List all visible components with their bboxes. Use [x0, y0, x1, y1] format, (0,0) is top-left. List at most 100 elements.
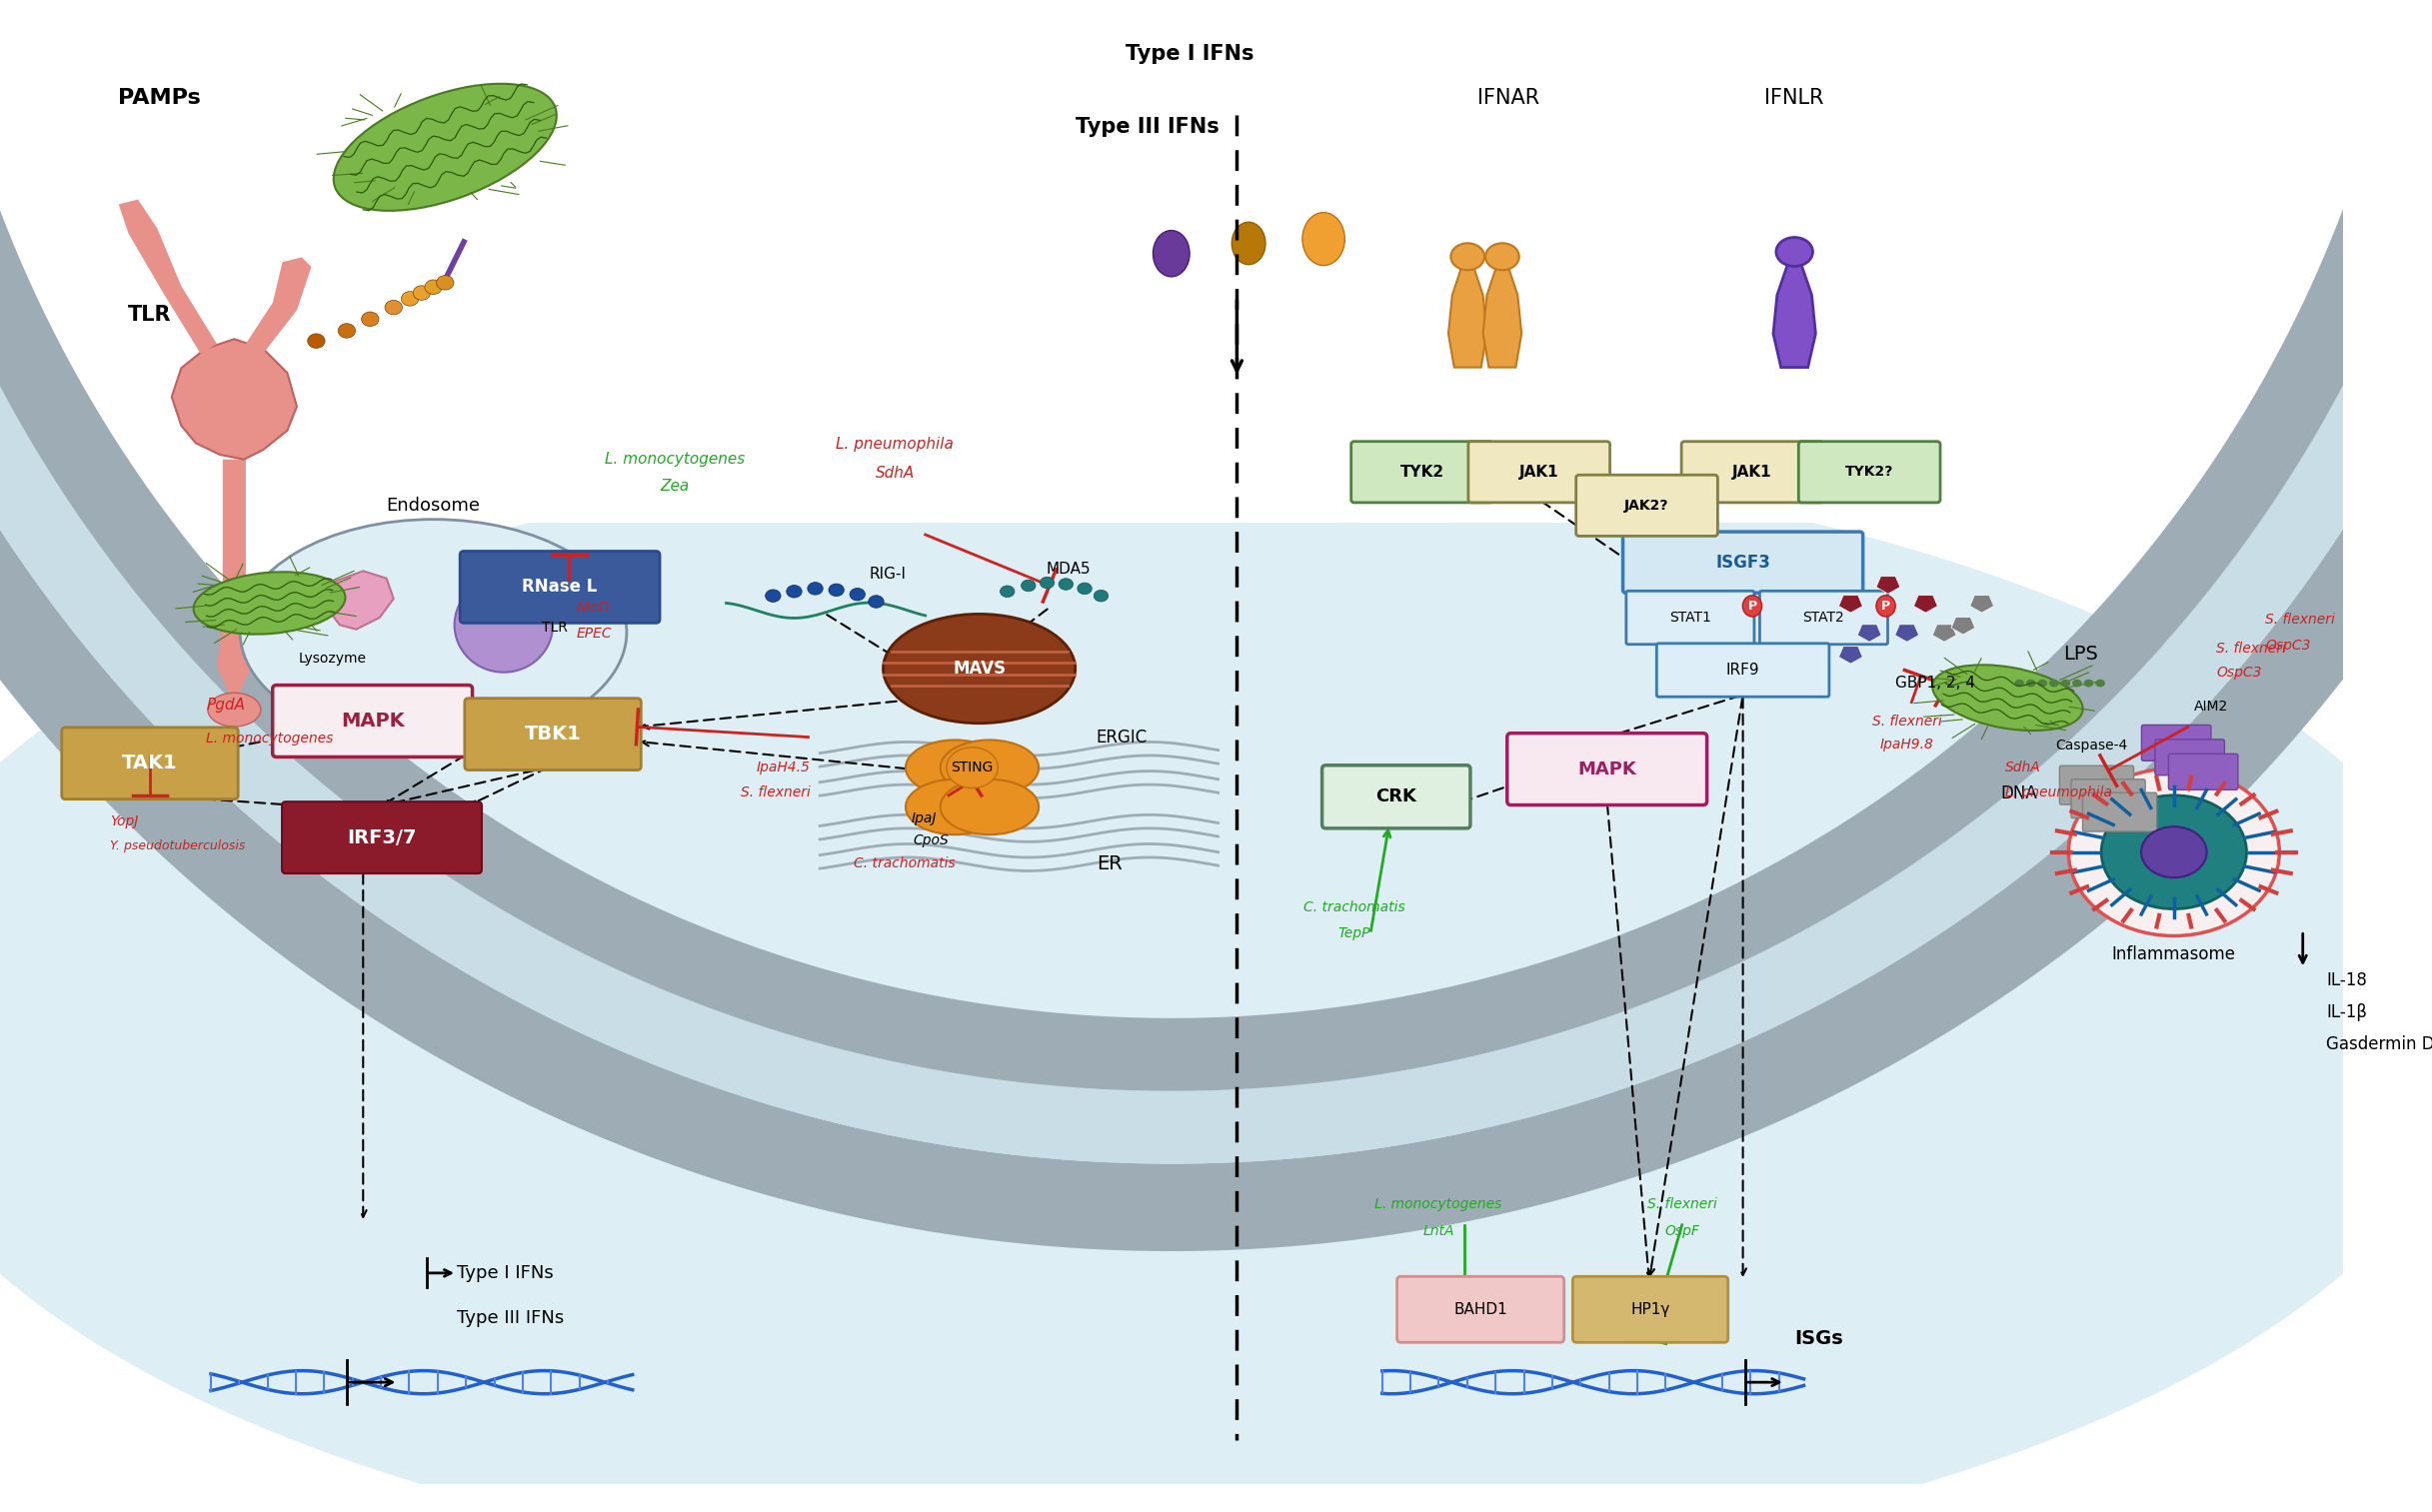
Ellipse shape — [849, 588, 866, 600]
Ellipse shape — [2026, 679, 2036, 686]
Text: YopJ: YopJ — [109, 815, 139, 829]
Text: IFNLR: IFNLR — [1766, 88, 1824, 107]
Text: DNA: DNA — [2002, 785, 2038, 803]
Text: BAHD1: BAHD1 — [1454, 1302, 1508, 1317]
Text: MAPK: MAPK — [1578, 761, 1637, 779]
Ellipse shape — [1058, 579, 1073, 590]
Ellipse shape — [333, 83, 557, 210]
Polygon shape — [1773, 262, 1817, 367]
Ellipse shape — [786, 585, 803, 597]
Ellipse shape — [2072, 679, 2082, 686]
FancyBboxPatch shape — [1761, 591, 1887, 644]
Text: Endosome: Endosome — [387, 496, 482, 514]
Polygon shape — [323, 572, 394, 629]
Polygon shape — [1970, 596, 1994, 612]
Ellipse shape — [1304, 213, 1345, 266]
Ellipse shape — [384, 301, 401, 314]
Ellipse shape — [455, 578, 552, 673]
Ellipse shape — [2084, 679, 2094, 686]
Text: IL-18: IL-18 — [2327, 971, 2366, 989]
Text: PgdA: PgdA — [207, 697, 246, 712]
Ellipse shape — [905, 739, 1004, 795]
Ellipse shape — [413, 286, 430, 299]
Ellipse shape — [1452, 243, 1484, 271]
FancyBboxPatch shape — [1627, 591, 1753, 644]
FancyBboxPatch shape — [1323, 765, 1471, 829]
Text: Gasdermin D: Gasdermin D — [2327, 1036, 2432, 1054]
FancyBboxPatch shape — [282, 801, 482, 874]
Text: MAPK: MAPK — [340, 712, 404, 730]
Text: TLR: TLR — [129, 305, 173, 325]
Polygon shape — [1449, 266, 1486, 367]
Ellipse shape — [1231, 222, 1265, 265]
Ellipse shape — [362, 311, 379, 327]
Text: IL-1β: IL-1β — [2327, 1004, 2366, 1021]
Text: S. flexneri: S. flexneri — [1873, 714, 1941, 729]
Text: MAVS: MAVS — [953, 659, 1007, 677]
Text: HP1γ: HP1γ — [1632, 1302, 1671, 1317]
Polygon shape — [243, 257, 311, 354]
Polygon shape — [1950, 617, 1975, 635]
FancyBboxPatch shape — [1508, 733, 1707, 804]
Text: CpoS: CpoS — [912, 833, 948, 847]
Text: Y. pseudotuberculosis: Y. pseudotuberculosis — [109, 839, 246, 853]
Text: TepP: TepP — [1338, 927, 1369, 940]
FancyBboxPatch shape — [2060, 765, 2133, 804]
Polygon shape — [1914, 596, 1938, 612]
Text: ISGF3: ISGF3 — [1715, 553, 1770, 572]
Text: Caspase-4: Caspase-4 — [2055, 739, 2128, 753]
Ellipse shape — [1875, 596, 1895, 617]
Ellipse shape — [1744, 596, 1761, 617]
Ellipse shape — [1775, 237, 1812, 266]
FancyBboxPatch shape — [1681, 442, 1824, 502]
Ellipse shape — [2096, 679, 2106, 686]
Text: Zea: Zea — [659, 479, 688, 494]
Text: TBK1: TBK1 — [525, 724, 581, 744]
Text: TYK2?: TYK2? — [1846, 466, 1895, 479]
Polygon shape — [216, 460, 250, 705]
FancyBboxPatch shape — [1574, 1276, 1729, 1343]
Text: NleD: NleD — [576, 600, 610, 614]
FancyBboxPatch shape — [2155, 739, 2225, 776]
Text: SdhA: SdhA — [876, 466, 914, 481]
Text: C. trachomatis: C. trachomatis — [1304, 901, 1406, 915]
Text: Lysozyme: Lysozyme — [299, 652, 367, 665]
Text: SdhA: SdhA — [2006, 761, 2040, 774]
Text: IFNAR: IFNAR — [1479, 88, 1539, 107]
Ellipse shape — [1000, 585, 1014, 597]
Text: OspC3: OspC3 — [2216, 665, 2262, 680]
FancyBboxPatch shape — [2082, 792, 2157, 832]
Ellipse shape — [401, 292, 418, 305]
Text: IpaH9.8: IpaH9.8 — [1880, 738, 1933, 751]
Text: LntA: LntA — [1423, 1223, 1454, 1238]
Ellipse shape — [338, 324, 355, 339]
Ellipse shape — [195, 572, 345, 634]
Text: TAK1: TAK1 — [122, 754, 178, 773]
Text: STAT2: STAT2 — [1802, 611, 1843, 624]
FancyBboxPatch shape — [1352, 442, 1493, 502]
Text: IpaH4.5: IpaH4.5 — [756, 761, 810, 774]
FancyBboxPatch shape — [2143, 724, 2211, 761]
Text: L. monocytogenes: L. monocytogenes — [207, 732, 333, 745]
Text: IRF9: IRF9 — [1727, 662, 1761, 677]
Ellipse shape — [207, 692, 260, 727]
Text: C. trachomatis: C. trachomatis — [854, 857, 956, 871]
Ellipse shape — [1486, 243, 1520, 271]
Polygon shape — [1875, 576, 1899, 594]
Text: JAK2?: JAK2? — [1625, 499, 1668, 513]
Ellipse shape — [2070, 768, 2279, 936]
Text: S. flexneri: S. flexneri — [2264, 612, 2335, 626]
Text: JAK1: JAK1 — [1520, 464, 1559, 479]
Text: P: P — [1882, 599, 1890, 612]
FancyBboxPatch shape — [460, 552, 659, 623]
Text: Type III IFNs: Type III IFNs — [457, 1309, 564, 1328]
Ellipse shape — [1077, 582, 1092, 594]
Ellipse shape — [2014, 679, 2023, 686]
Text: JAK1: JAK1 — [1732, 464, 1773, 479]
Polygon shape — [0, 0, 2432, 1250]
Ellipse shape — [2038, 679, 2048, 686]
Text: STING: STING — [951, 761, 992, 774]
Ellipse shape — [426, 280, 443, 295]
Polygon shape — [1858, 624, 1882, 641]
Text: S. flexneri: S. flexneri — [1646, 1198, 1717, 1211]
